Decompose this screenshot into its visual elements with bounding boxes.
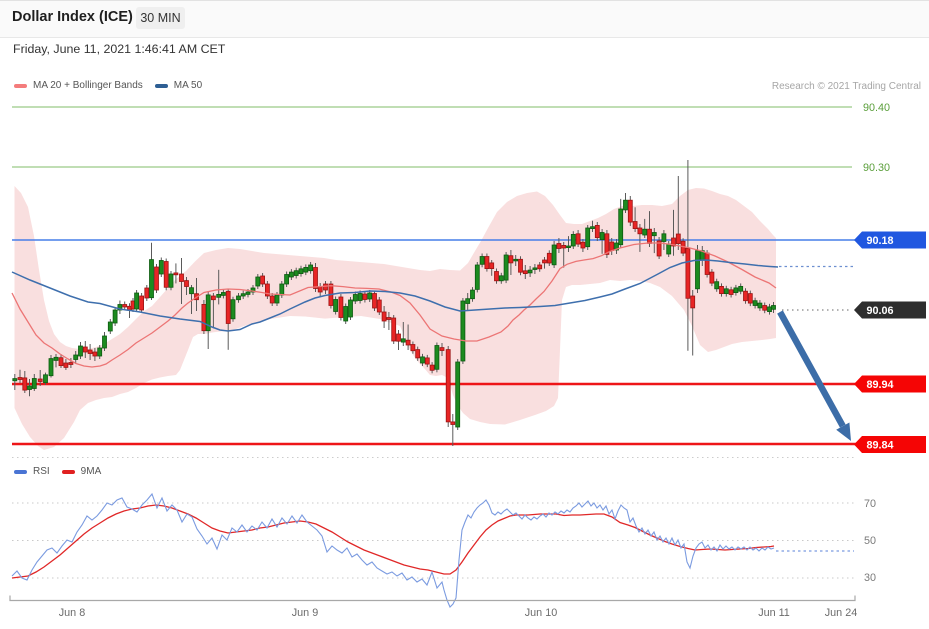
svg-text:89.84: 89.84: [866, 439, 893, 451]
svg-text:Jun 8: Jun 8: [59, 607, 85, 619]
svg-text:90.30: 90.30: [863, 162, 890, 174]
svg-text:90.18: 90.18: [866, 235, 893, 247]
svg-text:89.94: 89.94: [866, 379, 893, 391]
svg-text:90.06: 90.06: [866, 305, 893, 317]
svg-text:Jun 24: Jun 24: [825, 607, 857, 619]
svg-text:Jun 11: Jun 11: [758, 607, 790, 619]
svg-text:90.40: 90.40: [863, 102, 890, 114]
svg-text:70: 70: [864, 498, 876, 510]
svg-text:50: 50: [864, 535, 876, 547]
svg-text:Jun 9: Jun 9: [292, 607, 318, 619]
svg-text:Jun 10: Jun 10: [525, 607, 557, 619]
svg-text:30: 30: [864, 572, 876, 584]
